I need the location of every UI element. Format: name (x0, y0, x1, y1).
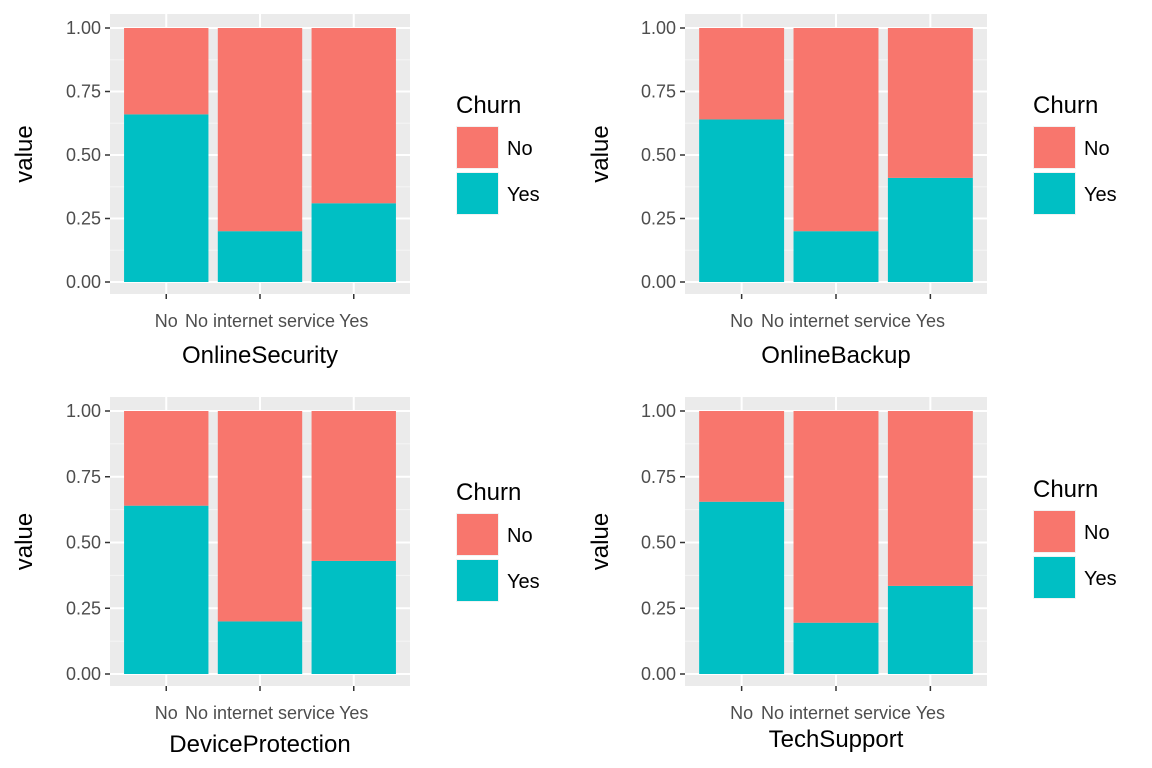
legend: Churn No Yes (1033, 476, 1117, 599)
y-tick-label: 0.50 (66, 533, 101, 553)
facet-panel-3: 0.00 0.25 0.50 0.75 1.00 No No internet servic… (11, 397, 540, 758)
legend-key-no (1034, 127, 1075, 168)
bar-segment-no (217, 411, 303, 622)
legend-label-no: No (1084, 138, 1110, 160)
legend-title: Churn (456, 92, 521, 119)
legend-key-yes (457, 560, 498, 601)
y-tick-label: 0.75 (66, 467, 101, 487)
bar-segment-no (699, 28, 785, 120)
bar-segment-yes (217, 621, 303, 674)
bar-segment-yes (887, 177, 973, 282)
y-tick-label: 0.25 (641, 209, 676, 229)
x-axis-title: OnlineSecurity (182, 342, 338, 369)
y-tick-label: 0.50 (641, 533, 676, 553)
y-tick-label: 0.25 (66, 598, 101, 618)
y-tick-label: 0.75 (641, 82, 676, 102)
legend-label-no: No (507, 525, 533, 547)
bar-segment-no (793, 411, 879, 623)
legend-label-yes: Yes (507, 571, 540, 593)
y-tick-label: 0.75 (66, 82, 101, 102)
x-tick-label: No (730, 311, 753, 331)
legend-key-yes (1034, 173, 1075, 214)
x-axis-title: TechSupport (769, 726, 904, 753)
y-tick-label: 1.00 (641, 18, 676, 38)
legend-key-no (457, 127, 498, 168)
bar-segment-yes (217, 231, 303, 282)
bar-segment-yes (124, 505, 209, 674)
x-tick-label: No internet service (761, 703, 911, 723)
x-tick-label: No internet service (185, 703, 335, 723)
x-tick-label: No internet service (185, 311, 335, 331)
x-tick-label: No internet service (761, 311, 911, 331)
y-tick-label: 1.00 (66, 18, 101, 38)
facet-panel-4: 0.00 0.25 0.50 0.75 1.00 No No internet servic… (587, 397, 1117, 753)
bar-segment-no (311, 411, 396, 561)
y-tick-label: 0.00 (66, 272, 101, 292)
bar-segment-yes (793, 622, 879, 674)
x-tick-label: No (155, 311, 178, 331)
x-axis-title: DeviceProtection (169, 731, 350, 758)
y-axis-title: value (587, 513, 614, 570)
bar-segment-no (217, 28, 303, 232)
x-tick-label: No (730, 703, 753, 723)
legend-label-yes: Yes (507, 184, 540, 206)
legend: Churn No Yes (456, 92, 540, 215)
x-tick-label: Yes (916, 703, 945, 723)
y-tick-label: 0.50 (66, 145, 101, 165)
legend: Churn No Yes (456, 479, 540, 602)
bar-segment-no (124, 411, 209, 506)
legend-title: Churn (456, 479, 521, 506)
x-tick-label: Yes (339, 703, 368, 723)
legend-title: Churn (1033, 476, 1098, 503)
y-tick-label: 0.25 (66, 209, 101, 229)
bar-segment-no (793, 28, 879, 232)
bar-segment-yes (793, 231, 879, 282)
legend-key-no (457, 514, 498, 555)
legend-label-no: No (1084, 522, 1110, 544)
y-tick-label: 1.00 (641, 401, 676, 421)
bar-segment-yes (887, 585, 973, 674)
y-axis-title: value (11, 513, 38, 570)
bar-segment-no (311, 28, 396, 204)
bar-segment-yes (699, 501, 785, 674)
x-tick-label: Yes (916, 311, 945, 331)
y-tick-label: 0.25 (641, 598, 676, 618)
legend: Churn No Yes (1033, 92, 1117, 215)
facet-panel-2: 0.00 0.25 0.50 0.75 1.00 No No internet servic… (587, 14, 1117, 369)
legend-label-yes: Yes (1084, 184, 1117, 206)
bar-segment-yes (311, 560, 396, 674)
legend-label-no: No (507, 138, 533, 160)
bar-segment-no (699, 411, 785, 502)
legend-title: Churn (1033, 92, 1098, 119)
y-axis-title: value (587, 125, 614, 182)
bar-segment-no (887, 28, 973, 178)
y-tick-label: 0.00 (641, 272, 676, 292)
legend-key-yes (457, 173, 498, 214)
y-tick-label: 1.00 (66, 401, 101, 421)
y-tick-label: 0.00 (66, 664, 101, 684)
bar-segment-yes (311, 203, 396, 282)
y-tick-label: 0.50 (641, 145, 676, 165)
bar-segment-no (124, 28, 209, 115)
legend-key-yes (1034, 557, 1075, 598)
y-tick-label: 0.00 (641, 664, 676, 684)
x-tick-label: Yes (339, 311, 368, 331)
bar-segment-no (887, 411, 973, 586)
bar-segment-yes (124, 114, 209, 282)
bar-segment-yes (699, 119, 785, 282)
x-tick-label: No (155, 703, 178, 723)
x-axis-title: OnlineBackup (761, 342, 910, 369)
legend-label-yes: Yes (1084, 568, 1117, 590)
legend-key-no (1034, 511, 1075, 552)
y-axis-title: value (11, 125, 38, 182)
y-tick-label: 0.75 (641, 467, 676, 487)
facet-panel-1: 0.00 0.25 0.50 0.75 1.00 No No internet servic… (11, 14, 540, 369)
